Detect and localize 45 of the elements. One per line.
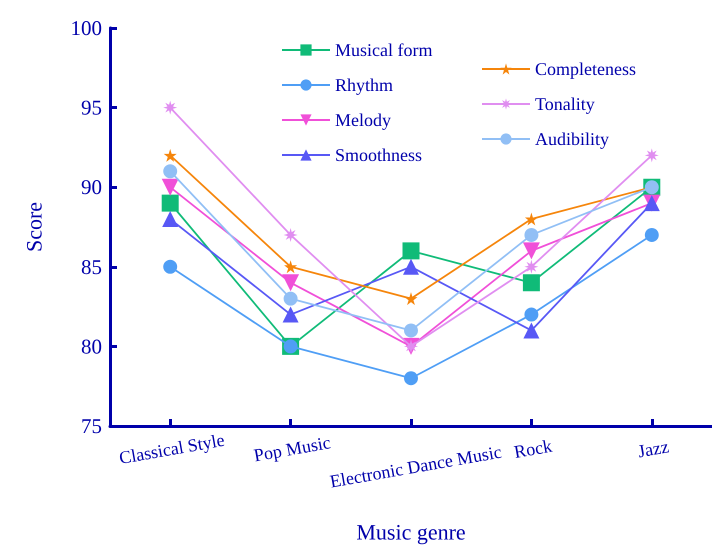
legend-label: Musical form: [335, 40, 432, 60]
point: [163, 260, 178, 274]
point: [524, 260, 538, 274]
point: [404, 292, 418, 306]
legend-label: Audibility: [535, 129, 610, 149]
point: [522, 274, 540, 292]
x-tick-label: Rock: [512, 436, 554, 462]
x-tick-label: Classical Style: [118, 430, 226, 468]
legend-label: Tonality: [535, 94, 595, 114]
y-tick-label: 100: [70, 16, 102, 40]
legend-label: Smoothness: [335, 145, 422, 165]
point: [524, 228, 538, 242]
point: [524, 212, 538, 226]
y-tick-label: 85: [81, 254, 102, 279]
point: [284, 228, 298, 242]
point: [402, 242, 420, 260]
y-axis-title: Score: [22, 202, 46, 252]
x-tick-label: Jazz: [636, 436, 670, 462]
legend-label: Completeness: [535, 59, 636, 79]
point: [404, 371, 418, 386]
point: [162, 178, 179, 196]
point: [644, 228, 659, 242]
point: [162, 194, 179, 212]
point: [403, 258, 419, 275]
point: [282, 306, 299, 323]
point: [164, 148, 177, 162]
point: [284, 260, 298, 274]
point: [163, 164, 178, 178]
point: [163, 100, 178, 115]
point: [523, 322, 540, 338]
legend-label: Rhythm: [335, 75, 394, 95]
point: [162, 211, 178, 228]
point: [284, 292, 298, 306]
x-axis-title: Music genre: [356, 520, 466, 544]
point: [282, 274, 300, 292]
y-tick-label: 75: [81, 414, 102, 438]
x-tick-label: Pop Music: [252, 432, 332, 466]
y-tick-label: 90: [81, 175, 102, 200]
point: [644, 148, 659, 162]
y-tick-label: 80: [81, 334, 102, 358]
point: [524, 308, 538, 322]
point: [404, 323, 418, 338]
y-tick-label: 95: [81, 96, 102, 120]
point: [522, 242, 540, 260]
legend-label: Melody: [335, 110, 391, 130]
